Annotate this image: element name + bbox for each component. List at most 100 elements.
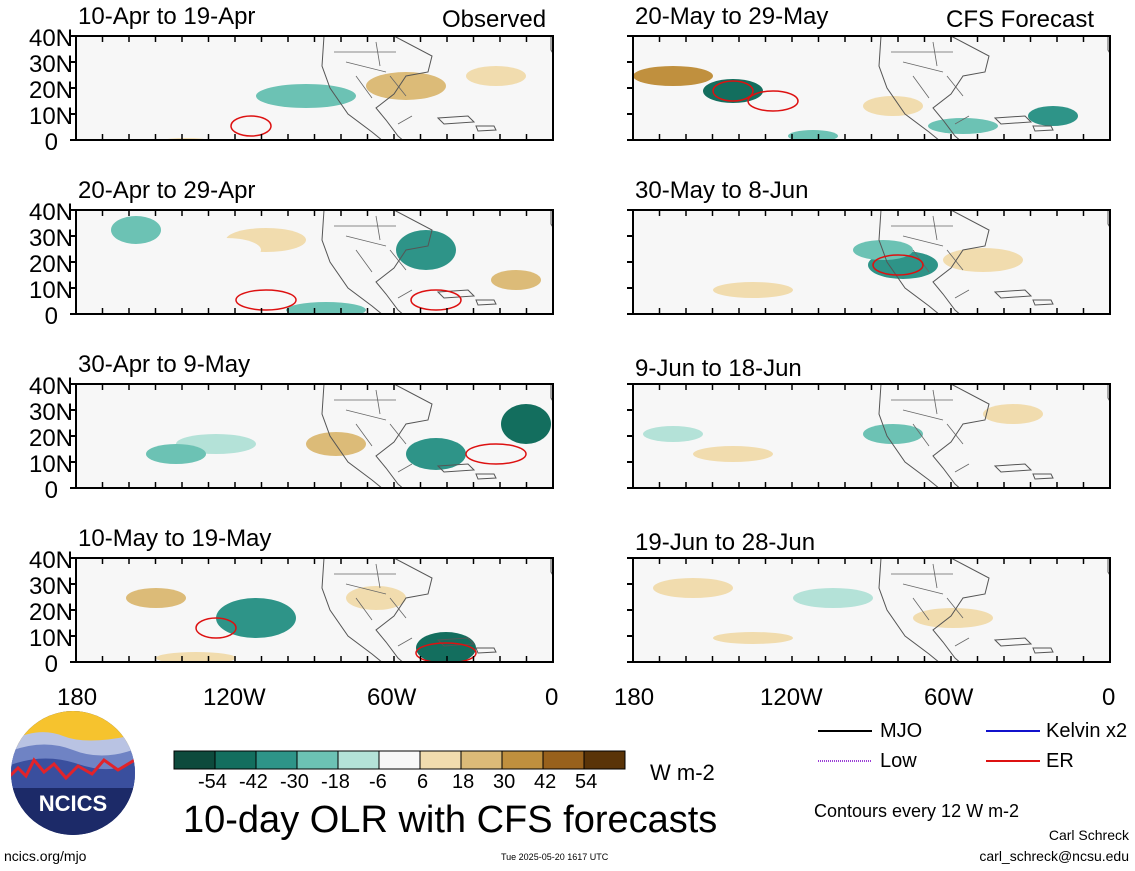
colorbar-box (173, 750, 216, 770)
colorbar-box (419, 750, 462, 770)
olr-anomaly-region (216, 598, 296, 638)
footer-email: carl_schreck@ncsu.edu (979, 848, 1129, 864)
footer-website: ncics.org/mjo (4, 848, 87, 864)
er-contour (410, 289, 462, 311)
lat-label: 0 (44, 477, 58, 504)
colorbar-tick: 6 (417, 771, 429, 793)
lat-label: 40N (28, 373, 73, 400)
lon-label: 60W (924, 684, 974, 711)
olr-anomaly-region (146, 444, 206, 464)
colorbar-box (542, 750, 585, 770)
lon-label: 120W (203, 684, 266, 711)
colorbar-box (460, 750, 503, 770)
lon-label: 0 (1102, 684, 1116, 711)
main-title: 10-day OLR with CFS forecasts (183, 799, 718, 841)
panel-title-5: 20-May to 29-May (635, 3, 829, 30)
olr-anomaly-region (126, 588, 186, 608)
olr-anomaly-region (86, 126, 146, 140)
lat-label: 20N (28, 251, 73, 278)
contour-note: Contours every 12 W m-2 (814, 801, 1020, 821)
legend-label-mjo: MJO (880, 720, 923, 742)
panel-title-1: 10-Apr to 19-Apr (78, 3, 256, 30)
er-contour (465, 443, 527, 465)
olr-anomaly-region (406, 438, 466, 470)
map-panel (627, 383, 1111, 489)
olr-anomaly-region (396, 230, 456, 270)
olr-anomaly-region (693, 446, 773, 462)
lat-label: 0 (44, 651, 58, 678)
lat-label: 30N (28, 225, 73, 252)
lat-label: 40N (28, 25, 73, 52)
colorbar-box (296, 750, 339, 770)
cfs-forecast-label: CFS Forecast (946, 6, 1095, 33)
map-panel (70, 209, 554, 315)
olr-anomaly-region (653, 578, 733, 598)
colorbar-tick: 54 (575, 771, 598, 793)
lat-label: 30N (28, 399, 73, 426)
olr-anomaly-region (643, 426, 703, 442)
olr-anomaly-region (633, 66, 713, 86)
colorbar-unit: W m-2 (650, 760, 715, 785)
olr-anomaly-region (286, 302, 366, 314)
olr-anomaly-region (788, 130, 838, 140)
olr-anomaly-region (863, 96, 923, 116)
lon-label: 120W (760, 684, 823, 711)
olr-colorbar (173, 750, 626, 770)
panel-background (633, 558, 1110, 662)
map-panel (70, 383, 554, 489)
olr-anomaly-region (703, 79, 763, 103)
colorbar-tick: -30 (280, 771, 309, 793)
er-contour (415, 642, 477, 662)
olr-anomaly-region (913, 608, 993, 628)
lat-label: 30N (28, 51, 73, 78)
lon-label: 180 (614, 684, 655, 711)
lat-label: 20N (28, 599, 73, 626)
olr-anomaly-region (111, 216, 161, 244)
colorbar-tick: -6 (369, 771, 387, 793)
olr-anomaly-region (306, 148, 366, 164)
lat-label: 20N (28, 77, 73, 104)
olr-anomaly-region (943, 248, 1023, 272)
lat-label: 40N (28, 547, 73, 574)
olr-anomaly-region (491, 270, 541, 290)
olr-anomaly-region (191, 238, 261, 262)
panel-title-3: 30-Apr to 9-May (78, 351, 251, 378)
olr-anomaly-region (501, 404, 551, 444)
er-contour (230, 115, 272, 137)
legend-label-low: Low (880, 750, 917, 772)
olr-anomaly-region (863, 424, 923, 444)
colorbar-tick: -18 (321, 771, 350, 793)
map-panel (627, 35, 1111, 141)
panel-title-8: 19-Jun to 28-Jun (635, 529, 816, 556)
olr-anomaly-region (156, 652, 236, 662)
map-panel (627, 557, 1111, 663)
observed-label: Observed (442, 6, 547, 33)
er-contour (747, 90, 799, 112)
lat-label: 0 (44, 129, 58, 156)
panel-title-6: 30-May to 8-Jun (635, 177, 809, 204)
logo-text: NCICS (39, 791, 107, 816)
lat-label: 10N (28, 451, 73, 478)
panel-title-7: 9-Jun to 18-Jun (635, 355, 802, 382)
er-contour (712, 80, 754, 102)
lon-label: 180 (57, 684, 98, 711)
panel-title-4: 10-May to 19-May (78, 525, 272, 552)
panel-background (76, 558, 553, 662)
lat-label: 10N (28, 625, 73, 652)
lon-label: 60W (367, 684, 417, 711)
colorbar-box (378, 750, 421, 770)
map-panel (70, 35, 554, 164)
colorbar-tick: 42 (534, 771, 557, 793)
colorbar-tick: 18 (452, 771, 475, 793)
er-contour (195, 617, 237, 639)
olr-anomaly-region (366, 72, 446, 100)
legend-label-er: ER (1046, 750, 1074, 772)
footer-author: Carl Schreck (1048, 827, 1129, 843)
colorbar-box (255, 750, 298, 770)
legend-label-kelvin: Kelvin x2 (1046, 720, 1128, 742)
lat-label: 20N (28, 425, 73, 452)
legend-lines (818, 730, 1040, 762)
colorbar-box (583, 750, 626, 770)
